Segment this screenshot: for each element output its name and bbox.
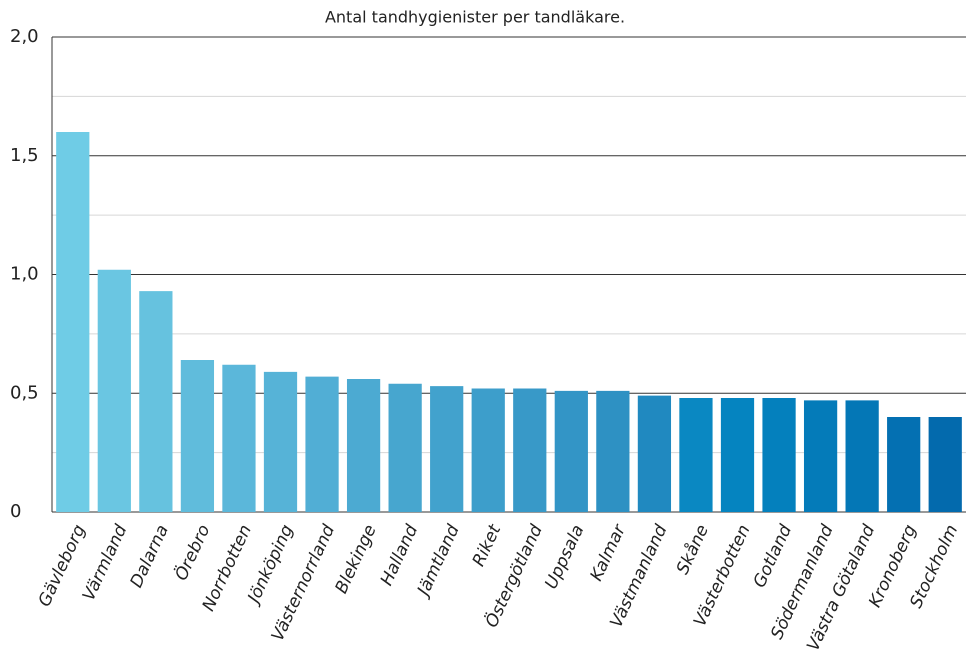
x-tick-label: Örebro bbox=[170, 521, 215, 584]
bar bbox=[762, 398, 796, 512]
bar bbox=[388, 383, 422, 512]
x-tick-label: Halland bbox=[377, 522, 423, 589]
y-tick-label: 1,0 bbox=[10, 264, 39, 285]
bar bbox=[679, 398, 713, 512]
bar bbox=[180, 360, 215, 512]
x-tick-label: Riket bbox=[469, 521, 506, 570]
x-tick-label: Gotland bbox=[750, 522, 797, 591]
y-tick-label: 1,5 bbox=[10, 145, 39, 166]
bar bbox=[346, 379, 381, 512]
bar bbox=[803, 400, 838, 512]
bar bbox=[430, 386, 464, 512]
x-tick-label: Uppsala bbox=[541, 522, 588, 592]
bar bbox=[637, 395, 672, 512]
bar bbox=[471, 388, 505, 512]
bar bbox=[263, 371, 298, 512]
x-tick-label: Skåne bbox=[672, 521, 713, 577]
chart-title: Antal tandhygienister per tandläkare. bbox=[325, 8, 625, 27]
bar bbox=[720, 398, 755, 512]
bar bbox=[887, 417, 921, 512]
bar bbox=[554, 390, 588, 512]
bar bbox=[845, 400, 879, 512]
x-tick-label: Blekinge bbox=[331, 522, 380, 597]
bar bbox=[513, 388, 547, 512]
bar bbox=[305, 376, 339, 512]
bar bbox=[222, 364, 256, 512]
bar bbox=[97, 269, 131, 512]
x-tick-label: Kalmar bbox=[587, 521, 631, 584]
x-tick-label: Dalarna bbox=[127, 522, 173, 591]
y-tick-label: 0 bbox=[10, 501, 21, 522]
y-tick-label: 2,0 bbox=[10, 26, 39, 47]
bar bbox=[928, 417, 962, 512]
bar bbox=[139, 291, 173, 512]
y-tick-label: 0,5 bbox=[10, 382, 39, 403]
bar bbox=[596, 390, 630, 512]
bar bbox=[56, 132, 90, 512]
